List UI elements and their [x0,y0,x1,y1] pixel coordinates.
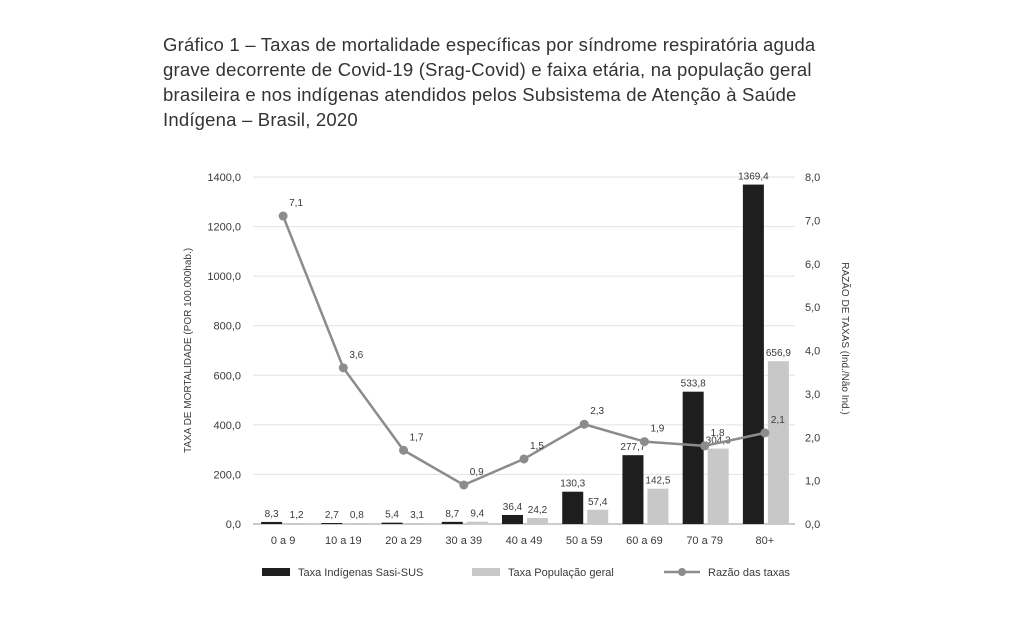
bar-indigenas [321,523,343,524]
bar-populacao [767,361,789,524]
y-tick-label: 600,0 [213,370,241,382]
x-tick-label: 10 a 19 [325,535,362,547]
bar-indigenas [381,522,403,524]
data-label-populacao: 0,8 [350,510,364,521]
y-tick-label: 800,0 [213,321,241,333]
legend-label-indigenas: Taxa Indígenas Sasi-SUS [298,567,423,579]
ratio-point [459,480,469,490]
x-tick-label: 60 a 69 [626,535,663,547]
bar-populacao [647,488,669,524]
y2-tick-label: 6,0 [805,259,820,271]
x-tick-label: 20 a 29 [385,535,422,547]
data-label-indigenas: 130,3 [560,479,585,490]
bar-indigenas [441,521,463,524]
data-label-indigenas: 277,7 [620,442,645,453]
ratio-label: 0,9 [470,467,484,478]
bar-populacao [587,509,609,524]
data-label-indigenas: 1369,4 [738,172,769,183]
ratio-label: 1,8 [711,428,725,439]
y-tick-label: 1000,0 [207,271,241,283]
bar-populacao [527,518,548,524]
data-label-populacao: 57,4 [588,497,608,508]
ratio-point [519,454,529,464]
y-tick-label: 400,0 [213,420,241,432]
y-tick-label: 200,0 [213,469,241,481]
data-label-populacao: 304,3 [706,436,731,447]
data-label-indigenas: 533,8 [681,379,706,390]
y2-tick-label: 2,0 [805,432,820,444]
data-label-populacao: 9,4 [470,509,484,520]
x-tick-label: 40 a 49 [506,535,543,547]
bar-indigenas [622,455,644,524]
ratio-label: 1,9 [650,424,664,435]
x-tick-label: 50 a 59 [566,535,603,547]
ratio-label: 3,6 [349,350,363,361]
data-label-indigenas: 8,3 [265,509,279,520]
data-label-indigenas: 5,4 [385,510,399,521]
legend-swatch-populacao [472,568,500,576]
bar-indigenas [502,514,523,524]
data-label-populacao: 142,5 [645,476,670,487]
ratio-label: 2,3 [590,406,604,417]
y2-tick-label: 1,0 [805,476,820,488]
bar-populacao [406,523,428,524]
bar-populacao [707,448,729,524]
bar-indigenas [261,521,283,524]
x-tick-label: 80+ [756,535,775,547]
data-label-populacao: 656,9 [766,348,791,359]
ratio-point [700,441,710,451]
y-axis-title: TAXA DE MORTALIDADE (POR 100.000hab.) [183,248,194,453]
y2-tick-label: 3,0 [805,389,820,401]
ratio-label: 1,7 [410,432,424,443]
ratio-point [639,437,649,447]
ratio-point [278,211,288,221]
y2-tick-label: 5,0 [805,302,820,314]
y2-axis-title: RAZÃO DE TAXAS (Ind./Não Ind.) [839,262,852,414]
x-tick-label: 30 a 39 [445,535,482,547]
data-label-populacao: 3,1 [410,510,424,521]
data-label-indigenas: 8,7 [445,509,459,520]
y2-tick-label: 7,0 [805,215,820,227]
bar-populacao [286,523,308,524]
bar-populacao [346,523,368,524]
x-tick-label: 0 a 9 [271,535,295,547]
data-label-indigenas: 2,7 [325,510,339,521]
bar-indigenas [742,184,764,525]
ratio-label: 7,1 [289,198,303,209]
ratio-point [399,445,409,455]
bar-populacao [466,521,488,524]
ratio-point [579,419,589,429]
ratio-label: 2,1 [771,415,785,426]
bar-indigenas [682,391,704,524]
legend-swatch-indigenas [262,568,290,576]
data-label-populacao: 24,2 [528,505,548,516]
data-label-populacao: 1,2 [290,510,304,521]
y-tick-label: 1200,0 [207,222,241,234]
bar-indigenas [562,491,584,524]
legend-label-ratio: Razão das taxas [708,567,790,579]
chart-title: Gráfico 1 – Taxas de mortalidade específ… [163,34,816,130]
y-tick-label: 1400,0 [207,172,241,184]
data-label-indigenas: 36,4 [503,502,523,513]
ratio-point [338,363,348,373]
y2-tick-label: 8,0 [805,172,820,184]
y2-tick-label: 4,0 [805,346,820,358]
y-tick-label: 0,0 [226,519,241,531]
legend-swatch-ratio-point [678,568,686,576]
ratio-point [760,428,770,438]
x-tick-label: 70 a 79 [686,535,723,547]
y2-tick-label: 0,0 [805,519,820,531]
legend-label-populacao: Taxa População geral [508,567,614,579]
ratio-label: 1,5 [530,441,544,452]
